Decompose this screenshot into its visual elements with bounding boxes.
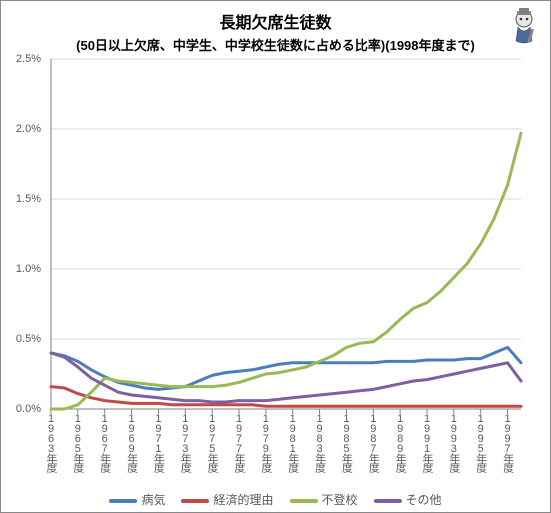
x-tick-label: 1965年度 xyxy=(70,413,86,471)
legend-item: 経済的理由 xyxy=(181,491,273,508)
legend-item: 不登校 xyxy=(290,491,358,508)
x-tick-label: 1969年度 xyxy=(124,413,140,471)
series-line xyxy=(51,387,521,407)
legend-label: 経済的理由 xyxy=(213,493,273,507)
y-tick-label: 0.5% xyxy=(16,333,41,345)
x-tick-label: 1991年度 xyxy=(419,413,435,471)
x-tick-label: 1977年度 xyxy=(231,413,247,471)
x-tick-label: 1967年度 xyxy=(97,413,113,471)
legend-swatch xyxy=(290,499,318,503)
title-area: 長期欠席生徒数 (50日以上欠席、中学生、中学校生徒数に占める比率)(1998年… xyxy=(1,1,550,54)
chart-title: 長期欠席生徒数 xyxy=(1,9,550,33)
y-tick-label: 1.0% xyxy=(16,263,41,275)
x-tick-label: 1983年度 xyxy=(312,413,328,471)
legend-item: 病気 xyxy=(109,491,165,508)
x-tick-label: 1989年度 xyxy=(392,413,408,471)
x-tick-label: 1979年度 xyxy=(258,413,274,471)
plot-area xyxy=(51,59,521,409)
legend-swatch xyxy=(181,499,209,503)
chart-container: 長期欠席生徒数 (50日以上欠席、中学生、中学校生徒数に占める比率)(1998年… xyxy=(0,0,551,513)
legend: 病気 経済的理由 不登校 その他 xyxy=(1,491,550,508)
legend-swatch xyxy=(109,499,137,503)
y-axis: 0.0%0.5%1.0%1.5%2.0%2.5% xyxy=(1,59,46,409)
series-line xyxy=(51,347,521,389)
legend-swatch xyxy=(374,499,402,503)
series-line xyxy=(51,133,521,409)
x-tick-label: 1963年度 xyxy=(43,413,59,471)
x-tick-label: 1995年度 xyxy=(473,413,489,471)
x-tick-label: 1971年度 xyxy=(150,413,166,471)
x-tick-label: 1973年度 xyxy=(177,413,193,471)
x-tick-label: 1997年度 xyxy=(500,413,516,471)
legend-label: 不登校 xyxy=(322,493,358,507)
x-tick-label: 1981年度 xyxy=(285,413,301,471)
x-tick-label: 1975年度 xyxy=(204,413,220,471)
legend-label: 病気 xyxy=(141,493,165,507)
y-tick-label: 0.0% xyxy=(16,403,41,415)
legend-item: その他 xyxy=(374,491,442,508)
y-tick-label: 2.0% xyxy=(16,123,41,135)
y-tick-label: 1.5% xyxy=(16,193,41,205)
chart-subtitle: (50日以上欠席、中学生、中学校生徒数に占める比率)(1998年度まで) xyxy=(1,35,550,54)
x-tick-label: 1993年度 xyxy=(446,413,462,471)
mascot-icon xyxy=(504,5,544,45)
legend-label: その他 xyxy=(406,493,442,507)
x-axis: 1963年度1965年度1967年度1969年度1971年度1973年度1975… xyxy=(51,411,521,481)
y-tick-label: 2.5% xyxy=(16,53,41,65)
x-tick-label: 1987年度 xyxy=(365,413,381,471)
x-tick-label: 1985年度 xyxy=(338,413,354,471)
